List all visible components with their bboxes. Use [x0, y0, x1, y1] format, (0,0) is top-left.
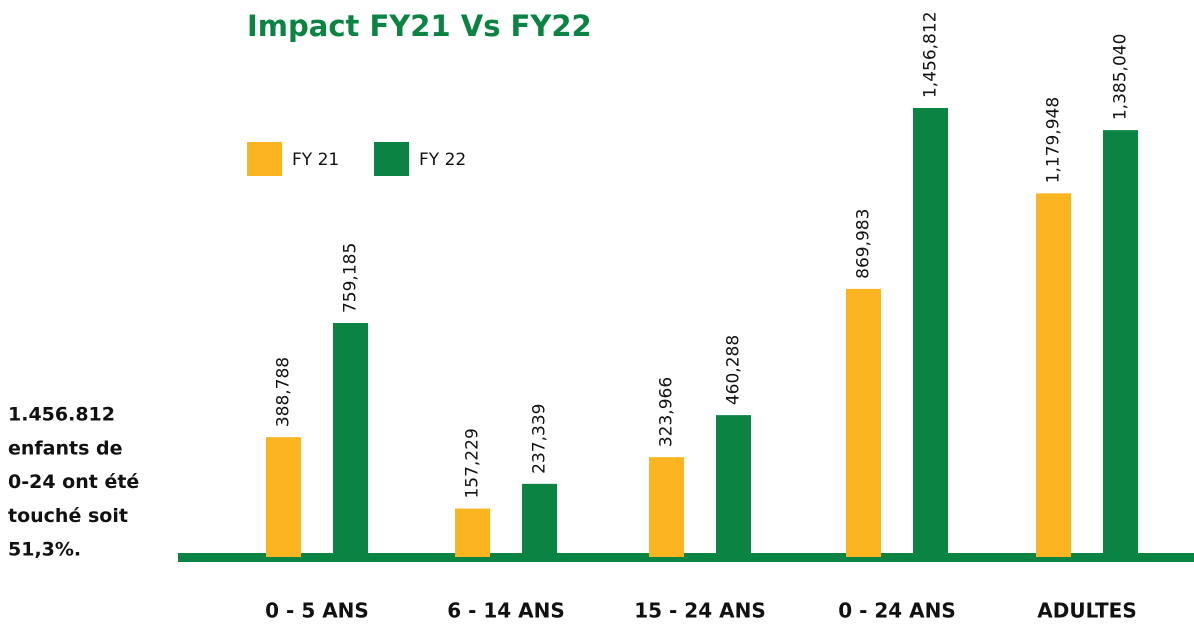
value-label: 1,456,812 [921, 11, 941, 98]
value-label: 157,229 [463, 428, 483, 498]
bar [649, 457, 684, 557]
x-tick-label: 0 - 24 ANS [838, 599, 956, 623]
x-tick-label: 0 - 5 ANS [265, 599, 369, 623]
baseline [178, 553, 1194, 562]
annotation: 1.456.812 [8, 404, 115, 426]
chart-title: Impact FY21 Vs FY22 [247, 9, 592, 43]
annotation: 0-24 ont été [8, 471, 139, 493]
x-tick-label: 15 - 24 ANS [634, 599, 765, 623]
legend-label: FY 21 [292, 150, 339, 170]
bar [716, 415, 751, 557]
value-label: 869,983 [854, 209, 874, 279]
bar [846, 288, 881, 557]
bar [1036, 193, 1071, 557]
x-tick-label: 6 - 14 ANS [447, 599, 565, 623]
value-label: 237,339 [530, 404, 550, 474]
bar [266, 437, 301, 557]
value-label: 1,385,040 [1111, 34, 1131, 121]
x-tick-label: ADULTES [1037, 599, 1136, 623]
legend-label: FY 22 [419, 150, 466, 170]
value-label: 1,179,948 [1044, 97, 1064, 184]
bar [1103, 130, 1138, 557]
bar [455, 508, 490, 557]
value-label: 460,288 [724, 335, 744, 405]
value-label: 323,966 [657, 377, 677, 447]
annotation: 51,3%. [8, 539, 81, 561]
value-label: 759,185 [341, 243, 361, 313]
bar [522, 483, 557, 557]
legend-swatch [374, 142, 409, 176]
bar [913, 108, 948, 557]
annotation: touché soit [8, 505, 128, 527]
bar [333, 323, 368, 557]
annotation: enfants de [8, 437, 123, 459]
legend-swatch [247, 142, 282, 176]
value-label: 388,788 [274, 357, 294, 427]
